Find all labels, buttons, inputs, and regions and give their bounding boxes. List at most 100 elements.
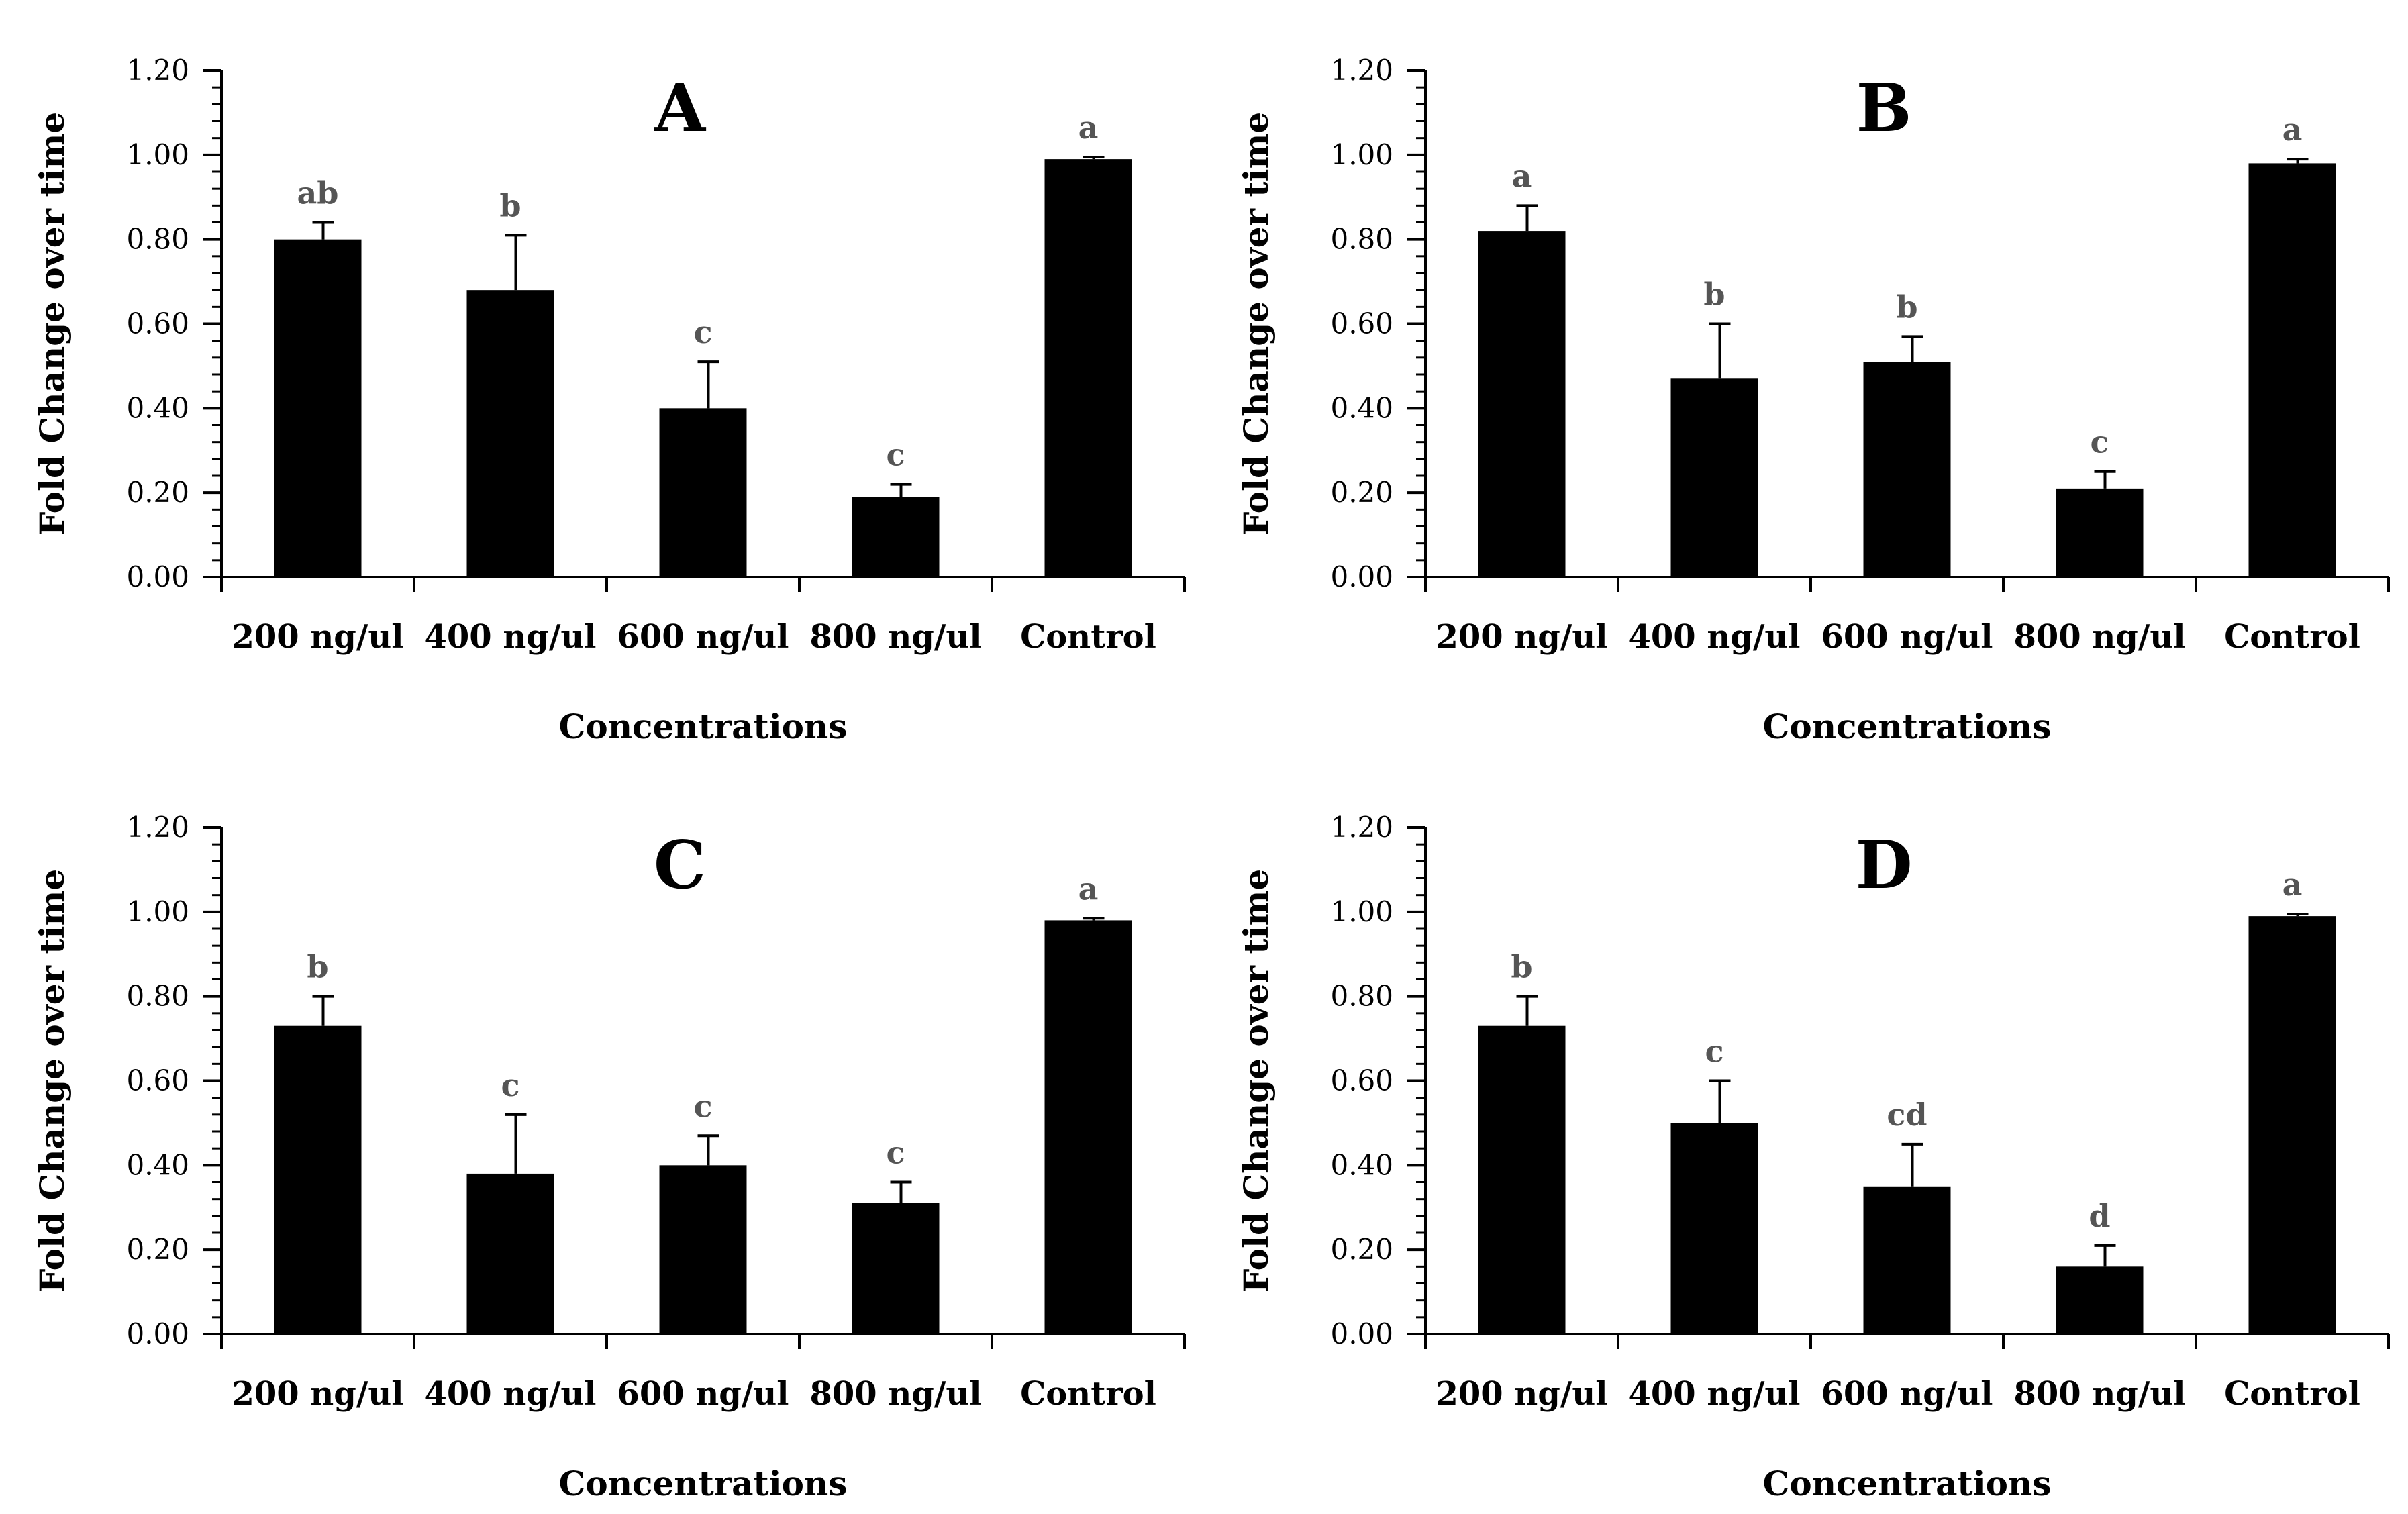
significance-label: c bbox=[1705, 1033, 1723, 1070]
y-tick-label: 0.20 bbox=[1330, 1233, 1393, 1266]
x-axis-title: Concentrations bbox=[559, 1464, 848, 1503]
significance-label: a bbox=[1078, 870, 1099, 907]
significance-label: a bbox=[2282, 111, 2303, 148]
bar-3 bbox=[659, 1165, 747, 1334]
x-category-label: 600 ng/ul bbox=[1821, 618, 1993, 656]
bar-5 bbox=[2248, 163, 2336, 577]
bar-4 bbox=[2056, 1266, 2144, 1334]
y-tick-label: 1.00 bbox=[126, 138, 189, 171]
significance-label: a bbox=[1078, 109, 1099, 146]
y-axis-title: Fold Change over time bbox=[1236, 112, 1276, 536]
x-category-label: 600 ng/ul bbox=[617, 1375, 789, 1413]
panel-title-c: C bbox=[654, 827, 706, 904]
x-category-label: 400 ng/ul bbox=[1628, 618, 1800, 656]
x-axis-title: Concentrations bbox=[1763, 1464, 2052, 1503]
bar-5 bbox=[2248, 916, 2336, 1334]
x-category-label: 200 ng/ul bbox=[1436, 618, 1607, 656]
y-axis-title: Fold Change over time bbox=[32, 869, 72, 1293]
y-tick-label: 0.60 bbox=[126, 307, 189, 340]
significance-label: c bbox=[2090, 424, 2109, 460]
y-tick-label: 1.20 bbox=[126, 811, 189, 844]
y-tick-label: 0.20 bbox=[126, 1233, 189, 1266]
y-tick-label: 0.80 bbox=[126, 223, 189, 256]
significance-label: d bbox=[2089, 1198, 2110, 1234]
significance-label: b bbox=[1896, 289, 1917, 325]
y-tick-label: 0.40 bbox=[126, 391, 189, 424]
y-tick-label: 0.80 bbox=[126, 980, 189, 1013]
y-tick-label: 0.00 bbox=[1330, 560, 1393, 593]
y-tick-label: 0.40 bbox=[126, 1148, 189, 1181]
significance-label: cd bbox=[1887, 1097, 1927, 1133]
significance-label: c bbox=[886, 1135, 905, 1171]
bar-4 bbox=[852, 1203, 940, 1334]
x-category-label: 400 ng/ul bbox=[1628, 1375, 1800, 1413]
bar-5 bbox=[1044, 159, 1132, 577]
x-category-label: 600 ng/ul bbox=[617, 618, 789, 656]
bar-3 bbox=[659, 408, 747, 577]
y-tick-label: 0.60 bbox=[1330, 1064, 1393, 1097]
bar-3 bbox=[1863, 362, 1951, 577]
chart-panel-d: 0.00 0.20 0.40 0.60 0.80 1.00 1.20 b 200 ng/ul c 4… bbox=[1204, 757, 2408, 1514]
significance-label: a bbox=[2282, 866, 2303, 903]
y-tick-label: 1.00 bbox=[126, 895, 189, 928]
x-category-label: 200 ng/ul bbox=[1436, 1375, 1607, 1413]
x-category-label: Control bbox=[2224, 1375, 2360, 1413]
x-category-label: 200 ng/ul bbox=[232, 1375, 403, 1413]
y-tick-label: 1.00 bbox=[1330, 895, 1393, 928]
x-category-label: 800 ng/ul bbox=[2013, 618, 2185, 656]
y-tick-label: 0.20 bbox=[1330, 476, 1393, 509]
y-tick-label: 0.80 bbox=[1330, 223, 1393, 256]
significance-label: c bbox=[693, 1088, 712, 1124]
x-category-label: 800 ng/ul bbox=[809, 618, 981, 656]
bar-5 bbox=[1044, 920, 1132, 1334]
significance-label: a bbox=[1512, 158, 1532, 194]
y-tick-label: 0.40 bbox=[1330, 1148, 1393, 1181]
x-category-label: 400 ng/ul bbox=[424, 1375, 596, 1413]
bar-1 bbox=[274, 239, 362, 577]
panel-title-b: B bbox=[1856, 70, 1912, 147]
y-axis-title: Fold Change over time bbox=[1236, 869, 1276, 1293]
x-category-label: 600 ng/ul bbox=[1821, 1375, 1993, 1413]
y-tick-label: 1.20 bbox=[1330, 54, 1393, 87]
y-tick-label: 0.00 bbox=[126, 1317, 189, 1350]
bar-1 bbox=[1478, 1025, 1566, 1334]
significance-label: b bbox=[1511, 949, 1532, 985]
x-category-label: 800 ng/ul bbox=[809, 1375, 981, 1413]
y-tick-label: 0.20 bbox=[126, 476, 189, 509]
chart-panel-b: 0.00 0.20 0.40 0.60 0.80 1.00 1.20 a 200 ng/ul b 4… bbox=[1204, 0, 2408, 757]
chart-panel-a: 0.00 0.20 0.40 0.60 0.80 1.00 1.20 ab 200 ng/ul b… bbox=[0, 0, 1204, 757]
x-axis-title: Concentrations bbox=[559, 707, 848, 746]
significance-label: b bbox=[1703, 276, 1725, 313]
x-axis-title: Concentrations bbox=[1763, 707, 2052, 746]
significance-label: b bbox=[307, 949, 328, 985]
bar-2 bbox=[1670, 378, 1758, 577]
significance-label: c bbox=[693, 314, 712, 350]
chart-panel-c: 0.00 0.20 0.40 0.60 0.80 1.00 1.20 b 200 ng/ul c 4… bbox=[0, 757, 1204, 1514]
panel-title-a: A bbox=[654, 70, 707, 147]
significance-label: c bbox=[886, 437, 905, 473]
bar-2 bbox=[466, 1173, 554, 1334]
x-category-label: Control bbox=[2224, 618, 2360, 656]
x-category-label: 400 ng/ul bbox=[424, 618, 596, 656]
y-tick-label: 0.60 bbox=[126, 1064, 189, 1097]
bar-1 bbox=[274, 1025, 362, 1334]
bar-4 bbox=[852, 497, 940, 577]
bar-2 bbox=[466, 290, 554, 577]
significance-label: c bbox=[501, 1067, 519, 1103]
y-tick-label: 0.60 bbox=[1330, 307, 1393, 340]
bar-2 bbox=[1670, 1123, 1758, 1334]
x-category-label: Control bbox=[1020, 1375, 1156, 1413]
y-tick-label: 0.80 bbox=[1330, 980, 1393, 1013]
chart-d-svg: 0.00 0.20 0.40 0.60 0.80 1.00 1.20 b 200 ng/ul c 4… bbox=[1236, 811, 2390, 1503]
bar-1 bbox=[1478, 231, 1566, 577]
chart-a-svg: 0.00 0.20 0.40 0.60 0.80 1.00 1.20 ab 200 ng/ul b… bbox=[32, 54, 1186, 746]
y-tick-label: 0.00 bbox=[126, 560, 189, 593]
y-tick-label: 1.00 bbox=[1330, 138, 1393, 171]
y-tick-label: 1.20 bbox=[1330, 811, 1393, 844]
x-category-label: Control bbox=[1020, 618, 1156, 656]
significance-label: b bbox=[499, 187, 521, 223]
y-tick-label: 1.20 bbox=[126, 54, 189, 87]
chart-c-svg: 0.00 0.20 0.40 0.60 0.80 1.00 1.20 b 200 ng/ul c 4… bbox=[32, 811, 1186, 1503]
bar-3 bbox=[1863, 1186, 1951, 1334]
